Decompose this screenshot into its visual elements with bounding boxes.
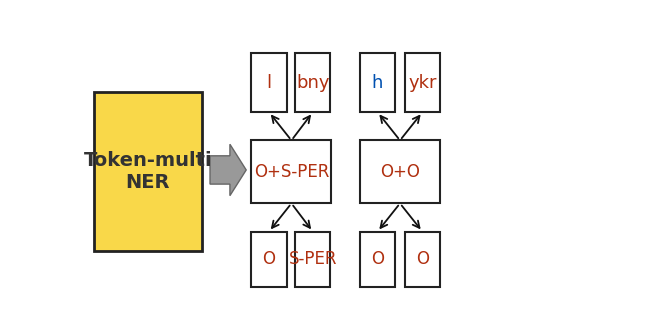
FancyBboxPatch shape bbox=[405, 53, 440, 112]
Text: ykr: ykr bbox=[408, 73, 437, 92]
Text: O: O bbox=[371, 250, 384, 268]
Polygon shape bbox=[210, 144, 246, 196]
FancyBboxPatch shape bbox=[251, 140, 331, 203]
FancyBboxPatch shape bbox=[360, 232, 395, 287]
FancyBboxPatch shape bbox=[251, 53, 287, 112]
FancyBboxPatch shape bbox=[251, 232, 287, 287]
FancyBboxPatch shape bbox=[405, 232, 440, 287]
FancyBboxPatch shape bbox=[295, 53, 330, 112]
Text: O: O bbox=[416, 250, 429, 268]
Text: O+S-PER: O+S-PER bbox=[253, 163, 329, 181]
Text: bny: bny bbox=[296, 73, 329, 92]
Text: O+O: O+O bbox=[380, 163, 420, 181]
Text: S-PER: S-PER bbox=[289, 250, 337, 268]
FancyBboxPatch shape bbox=[295, 232, 330, 287]
FancyBboxPatch shape bbox=[360, 53, 395, 112]
Text: Token-multi
NER: Token-multi NER bbox=[83, 151, 212, 192]
Text: O: O bbox=[262, 250, 275, 268]
FancyBboxPatch shape bbox=[360, 140, 440, 203]
FancyBboxPatch shape bbox=[93, 92, 202, 251]
Text: l: l bbox=[266, 73, 271, 92]
Text: h: h bbox=[372, 73, 384, 92]
